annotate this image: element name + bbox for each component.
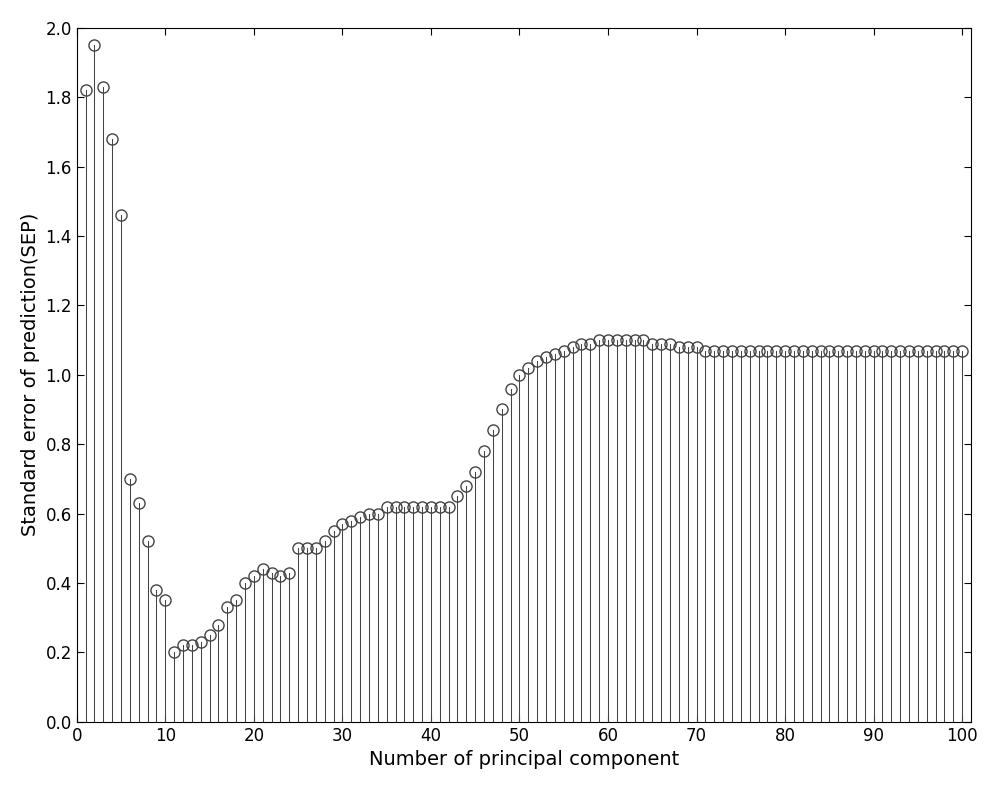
- X-axis label: Number of principal component: Number of principal component: [369, 750, 679, 769]
- Y-axis label: Standard error of prediction(SEP): Standard error of prediction(SEP): [21, 213, 40, 536]
